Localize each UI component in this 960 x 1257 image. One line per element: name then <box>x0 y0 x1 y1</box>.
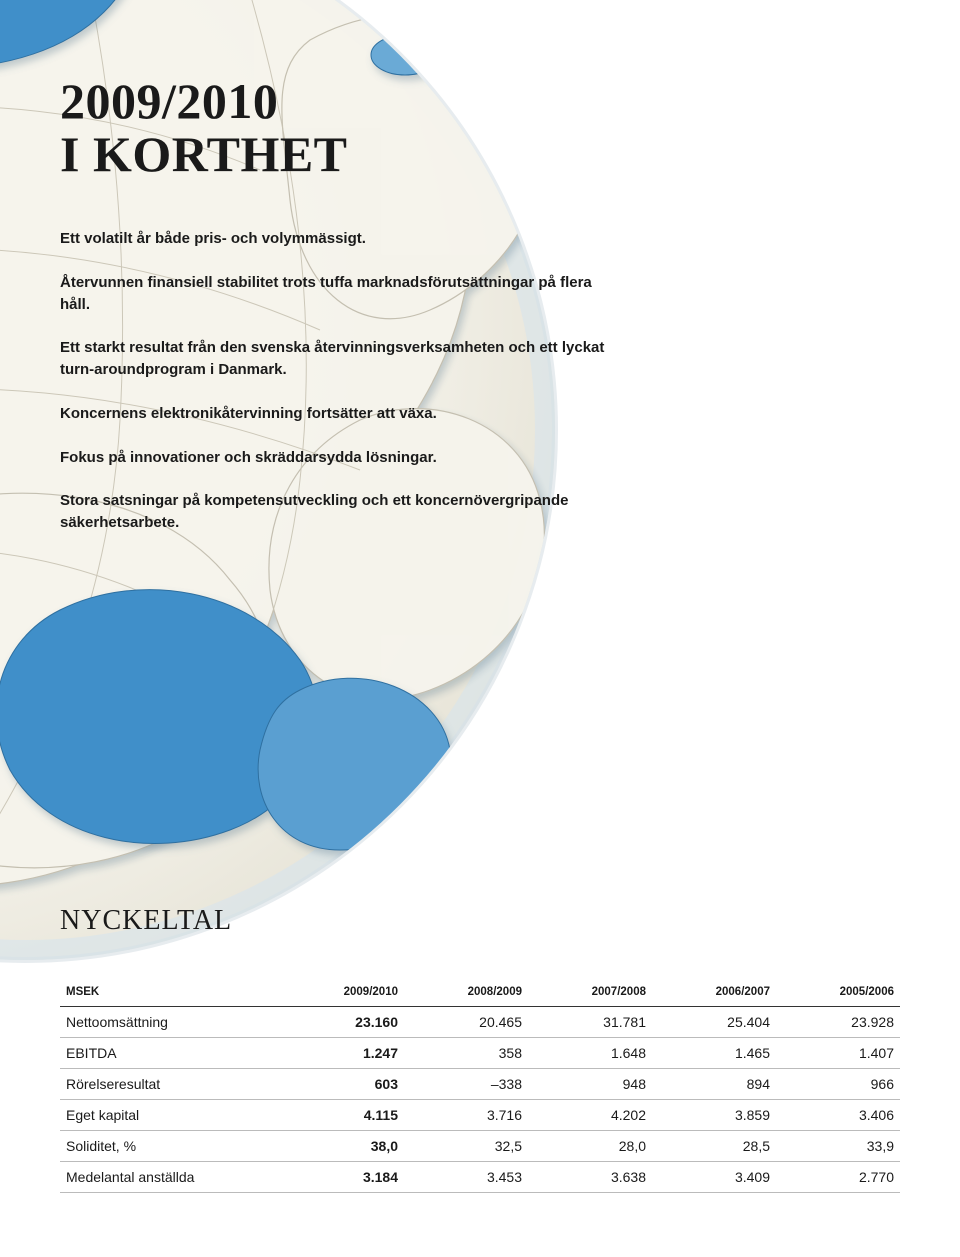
key-figures-table: MSEK 2009/2010 2008/2009 2007/2008 2006/… <box>60 979 900 1193</box>
cell: 358 <box>404 1038 528 1069</box>
col-header: 2006/2007 <box>652 979 776 1007</box>
table-row: Rörelseresultat 603 –338 948 894 966 <box>60 1069 900 1100</box>
cell: 32,5 <box>404 1131 528 1162</box>
cell: 1.407 <box>776 1038 900 1069</box>
cell: 3.406 <box>776 1100 900 1131</box>
cell: 894 <box>652 1069 776 1100</box>
cell: 3.453 <box>404 1162 528 1193</box>
table-row: Nettoomsättning 23.160 20.465 31.781 25.… <box>60 1007 900 1038</box>
cell: Eget kapital <box>60 1100 280 1131</box>
cell: 4.115 <box>280 1100 404 1131</box>
page-content: 2009/2010 I KORTHET Ett volatilt år både… <box>0 0 960 616</box>
cell: 23.160 <box>280 1007 404 1038</box>
bullet-item: Stora satsningar på kompetensutveckling … <box>60 490 620 534</box>
col-header: 2008/2009 <box>404 979 528 1007</box>
key-figures-section: NYCKELTAL MSEK 2009/2010 2008/2009 2007/… <box>60 905 900 1193</box>
bullet-list: Ett volatilt år både pris- och volymmäss… <box>60 228 620 534</box>
cell: 1.648 <box>528 1038 652 1069</box>
col-header: 2007/2008 <box>528 979 652 1007</box>
title-line-2: I KORTHET <box>60 126 348 182</box>
col-header: MSEK <box>60 979 280 1007</box>
cell: 3.409 <box>652 1162 776 1193</box>
cell: 4.202 <box>528 1100 652 1131</box>
table-row: Eget kapital 4.115 3.716 4.202 3.859 3.4… <box>60 1100 900 1131</box>
table-row: Medelantal anställda 3.184 3.453 3.638 3… <box>60 1162 900 1193</box>
cell: 3.184 <box>280 1162 404 1193</box>
cell: Nettoomsättning <box>60 1007 280 1038</box>
bullet-item: Ett volatilt år både pris- och volymmäss… <box>60 228 620 250</box>
bullet-item: Koncernens elektronikåtervinning fortsät… <box>60 403 620 425</box>
col-header: 2005/2006 <box>776 979 900 1007</box>
cell: 20.465 <box>404 1007 528 1038</box>
cell: 23.928 <box>776 1007 900 1038</box>
bullet-item: Fokus på innovationer och skräddarsydda … <box>60 447 620 469</box>
cell: 966 <box>776 1069 900 1100</box>
bullet-item: Ett starkt resultat från den svenska åte… <box>60 337 620 381</box>
cell: 33,9 <box>776 1131 900 1162</box>
title-line-1: 2009/2010 <box>60 73 278 129</box>
cell: 948 <box>528 1069 652 1100</box>
cell: 1.465 <box>652 1038 776 1069</box>
page-title: 2009/2010 I KORTHET <box>60 75 900 180</box>
table-row: EBITDA 1.247 358 1.648 1.465 1.407 <box>60 1038 900 1069</box>
cell: 603 <box>280 1069 404 1100</box>
table-header-row: MSEK 2009/2010 2008/2009 2007/2008 2006/… <box>60 979 900 1007</box>
cell: 28,0 <box>528 1131 652 1162</box>
cell: 3.638 <box>528 1162 652 1193</box>
cell: 3.716 <box>404 1100 528 1131</box>
cell: –338 <box>404 1069 528 1100</box>
cell: 38,0 <box>280 1131 404 1162</box>
cell: Rörelseresultat <box>60 1069 280 1100</box>
cell: 3.859 <box>652 1100 776 1131</box>
cell: Soliditet, % <box>60 1131 280 1162</box>
col-header: 2009/2010 <box>280 979 404 1007</box>
cell: EBITDA <box>60 1038 280 1069</box>
cell: 31.781 <box>528 1007 652 1038</box>
cell: 28,5 <box>652 1131 776 1162</box>
bullet-item: Återvunnen finansiell stabilitet trots t… <box>60 272 620 316</box>
cell: 25.404 <box>652 1007 776 1038</box>
table-row: Soliditet, % 38,0 32,5 28,0 28,5 33,9 <box>60 1131 900 1162</box>
cell: 1.247 <box>280 1038 404 1069</box>
cell: 2.770 <box>776 1162 900 1193</box>
cell: Medelantal anställda <box>60 1162 280 1193</box>
table-title: NYCKELTAL <box>60 905 900 937</box>
